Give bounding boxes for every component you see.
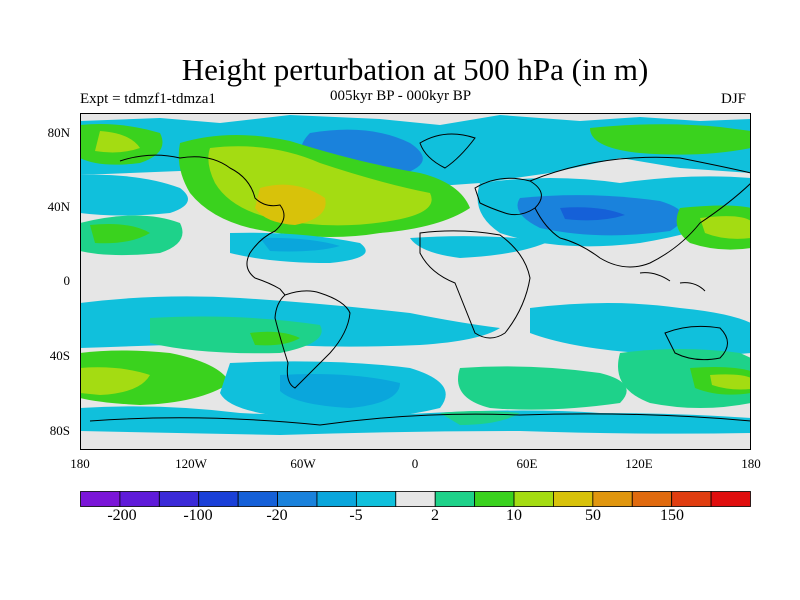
sw-pacific-core — [80, 367, 150, 395]
atlantic-cyan-core — [260, 237, 340, 252]
eurasia-strongest-negative — [560, 207, 625, 221]
map-frame — [80, 113, 751, 450]
colorbar-swatch-16 — [710, 491, 751, 507]
colorbar-label-neg20: -20 — [266, 507, 288, 524]
south-pacific-positive — [150, 316, 322, 354]
experiment-label: Expt = tdmzf1-tdmza1 — [80, 91, 216, 107]
period-label: 005kyr BP - 000kyr BP — [330, 88, 472, 104]
colorbar-swatch-2 — [158, 491, 200, 507]
north-america-outline — [119, 154, 286, 296]
season-label: DJF — [721, 91, 747, 107]
colorbar-label-neg200: -200 — [107, 507, 137, 524]
lat-tick-80n: 80N — [47, 125, 70, 140]
southern-hemisphere-anomalies — [80, 296, 751, 435]
colorbar-label-50: 50 — [585, 507, 601, 524]
colorbar-swatch-6 — [316, 491, 357, 507]
na-atlantic-max — [255, 184, 326, 225]
south-atlantic-positive — [458, 366, 627, 410]
mediterranean-cyan — [410, 236, 550, 258]
colorbar-swatch-12 — [553, 491, 594, 507]
colorbar-swatch-11 — [513, 491, 554, 507]
colorbar-swatch-7 — [355, 491, 397, 507]
colorbar-label-150: 150 — [660, 507, 684, 524]
indian-ocean-cyan — [530, 303, 751, 356]
siberia-positive — [590, 124, 751, 155]
colorbar-swatch-5 — [277, 491, 318, 507]
south-pacific-core — [250, 331, 300, 346]
lon-tick-120w: 120W — [175, 456, 207, 471]
greenland-outline — [419, 133, 476, 169]
australia-outline — [664, 325, 728, 361]
colorbar-swatch-10 — [474, 491, 515, 507]
lon-tick-60w: 60W — [290, 456, 316, 471]
colorbar-swatch-3 — [198, 491, 239, 507]
colorbar-swatch-14 — [631, 491, 673, 507]
asia-outline — [529, 156, 751, 268]
pacific-ne-core — [90, 224, 150, 244]
colorbar-swatch-8 — [395, 491, 436, 507]
lat-tick-0: 0 — [63, 273, 71, 288]
lat-tick-40s: 40S — [49, 348, 70, 363]
north-pacific-cyan — [80, 174, 188, 216]
colorbar-label-neg5: -5 — [349, 507, 363, 524]
colorbar-swatch-13 — [592, 491, 633, 507]
lon-tick-180e: 180 — [741, 456, 761, 471]
lat-tick-40n: 40N — [47, 199, 70, 214]
coastlines — [89, 133, 751, 426]
colorbar-swatch-4 — [237, 491, 278, 507]
midlat-negative-band — [80, 174, 751, 263]
lon-tick-0: 0 — [411, 456, 419, 471]
colorbar-swatch-0 — [80, 491, 121, 507]
lat-tick-80s: 80S — [49, 423, 70, 438]
colorbar-swatch-9 — [434, 491, 476, 507]
antarctica-outline — [89, 413, 751, 426]
nw-pacific-core — [700, 216, 751, 239]
north-america-atlantic-positive — [80, 134, 470, 256]
south-america-outline — [274, 290, 351, 389]
colorbar — [80, 491, 751, 507]
plot-title: Height perturbation at 500 hPa (in m) — [181, 52, 649, 87]
colorbar-label-2: 2 — [431, 507, 439, 524]
colorbar-swatch-1 — [119, 491, 160, 507]
south-indian-core — [710, 374, 751, 390]
lon-tick-120e: 120E — [625, 456, 653, 471]
alaska-core — [95, 131, 140, 153]
height-perturbation-map — [80, 113, 751, 450]
southern-ocean-core — [280, 374, 400, 408]
colorbar-swatch-15 — [671, 491, 712, 507]
colorbar-label-neg100: -100 — [183, 507, 213, 524]
lon-tick-180w: 180 — [70, 456, 90, 471]
lon-tick-60e: 60E — [516, 456, 538, 471]
colorbar-label-10: 10 — [506, 507, 522, 524]
maritime-continent-outline — [639, 272, 706, 292]
africa-outline — [419, 230, 531, 339]
